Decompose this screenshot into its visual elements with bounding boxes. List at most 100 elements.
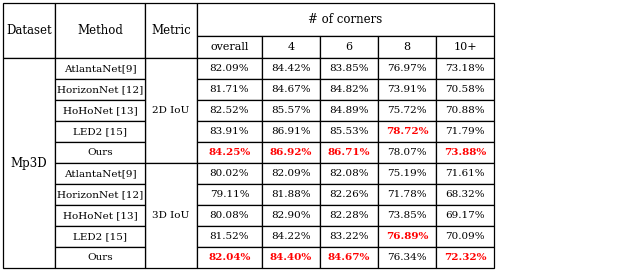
Bar [145, 3, 197, 58]
Bar [262, 205, 320, 226]
Bar [378, 184, 436, 205]
Bar [262, 226, 320, 247]
Bar [55, 247, 145, 268]
Bar [320, 100, 378, 121]
Bar [378, 121, 436, 142]
Text: 3D IoU: 3D IoU [152, 211, 189, 220]
Text: 69.17%: 69.17% [445, 211, 485, 220]
Text: 84.25%: 84.25% [209, 148, 251, 157]
Text: 71.79%: 71.79% [445, 127, 485, 136]
Text: HoHoNet [13]: HoHoNet [13] [63, 211, 138, 220]
Bar [378, 36, 436, 58]
Text: 76.34%: 76.34% [387, 253, 427, 262]
Bar [262, 58, 320, 79]
Text: HoHoNet [13]: HoHoNet [13] [63, 106, 138, 115]
Text: 82.04%: 82.04% [208, 253, 251, 262]
Bar [320, 121, 378, 142]
Bar [145, 163, 197, 268]
Text: 76.89%: 76.89% [386, 232, 428, 241]
Bar [197, 163, 262, 184]
Text: 82.09%: 82.09% [210, 64, 250, 73]
Bar [436, 163, 494, 184]
Bar [55, 100, 145, 121]
Bar [436, 142, 494, 163]
Bar [378, 58, 436, 79]
Bar [197, 205, 262, 226]
Bar [378, 142, 436, 163]
Text: 84.22%: 84.22% [271, 232, 311, 241]
Text: 73.91%: 73.91% [387, 85, 427, 94]
Text: 82.09%: 82.09% [271, 169, 311, 178]
Text: AtlantaNet[9]: AtlantaNet[9] [64, 64, 136, 73]
Bar [436, 184, 494, 205]
Text: LED2 [15]: LED2 [15] [73, 127, 127, 136]
Bar [262, 247, 320, 268]
Bar [436, 205, 494, 226]
Text: 73.18%: 73.18% [445, 64, 485, 73]
Bar [320, 226, 378, 247]
Bar [197, 247, 262, 268]
Bar [262, 79, 320, 100]
Bar [197, 100, 262, 121]
Bar [55, 184, 145, 205]
Text: 83.22%: 83.22% [329, 232, 369, 241]
Bar [436, 36, 494, 58]
Bar [55, 3, 145, 58]
Bar [320, 36, 378, 58]
Text: Metric: Metric [151, 24, 191, 37]
Bar [197, 36, 262, 58]
Text: 68.32%: 68.32% [445, 190, 485, 199]
Bar [436, 58, 494, 79]
Text: 82.52%: 82.52% [210, 106, 250, 115]
Bar [3, 58, 55, 268]
Text: 84.67%: 84.67% [328, 253, 370, 262]
Text: 81.88%: 81.88% [271, 190, 311, 199]
Text: Ours: Ours [87, 148, 113, 157]
Text: 73.85%: 73.85% [387, 211, 427, 220]
Text: overall: overall [211, 42, 249, 52]
Text: 86.71%: 86.71% [328, 148, 371, 157]
Bar [320, 205, 378, 226]
Bar [378, 100, 436, 121]
Text: 78.07%: 78.07% [387, 148, 427, 157]
Bar [320, 79, 378, 100]
Text: 86.91%: 86.91% [271, 127, 311, 136]
Bar [145, 58, 197, 163]
Bar [197, 58, 262, 79]
Text: 2D IoU: 2D IoU [152, 106, 189, 115]
Bar [55, 58, 145, 79]
Text: 80.02%: 80.02% [210, 169, 250, 178]
Bar [378, 247, 436, 268]
Text: 4: 4 [287, 42, 294, 52]
Bar [436, 100, 494, 121]
Bar [197, 184, 262, 205]
Text: 71.78%: 71.78% [387, 190, 427, 199]
Text: Mp3D: Mp3D [11, 156, 47, 169]
Text: HorizonNet [12]: HorizonNet [12] [57, 85, 143, 94]
Bar [55, 142, 145, 163]
Bar [436, 247, 494, 268]
Text: 82.28%: 82.28% [329, 211, 369, 220]
Text: 81.71%: 81.71% [210, 85, 250, 94]
Text: 84.40%: 84.40% [270, 253, 312, 262]
Bar [197, 3, 494, 36]
Bar [262, 163, 320, 184]
Bar [197, 79, 262, 100]
Bar [197, 121, 262, 142]
Bar [320, 184, 378, 205]
Bar [197, 226, 262, 247]
Bar [3, 3, 55, 58]
Text: 86.92%: 86.92% [270, 148, 312, 157]
Text: 75.19%: 75.19% [387, 169, 427, 178]
Text: 83.85%: 83.85% [329, 64, 369, 73]
Bar [55, 205, 145, 226]
Text: 73.88%: 73.88% [444, 148, 486, 157]
Text: 84.89%: 84.89% [329, 106, 369, 115]
Text: 82.26%: 82.26% [329, 190, 369, 199]
Bar [320, 58, 378, 79]
Text: 70.58%: 70.58% [445, 85, 485, 94]
Text: 79.11%: 79.11% [210, 190, 250, 199]
Text: LED2 [15]: LED2 [15] [73, 232, 127, 241]
Bar [320, 163, 378, 184]
Text: 85.53%: 85.53% [329, 127, 369, 136]
